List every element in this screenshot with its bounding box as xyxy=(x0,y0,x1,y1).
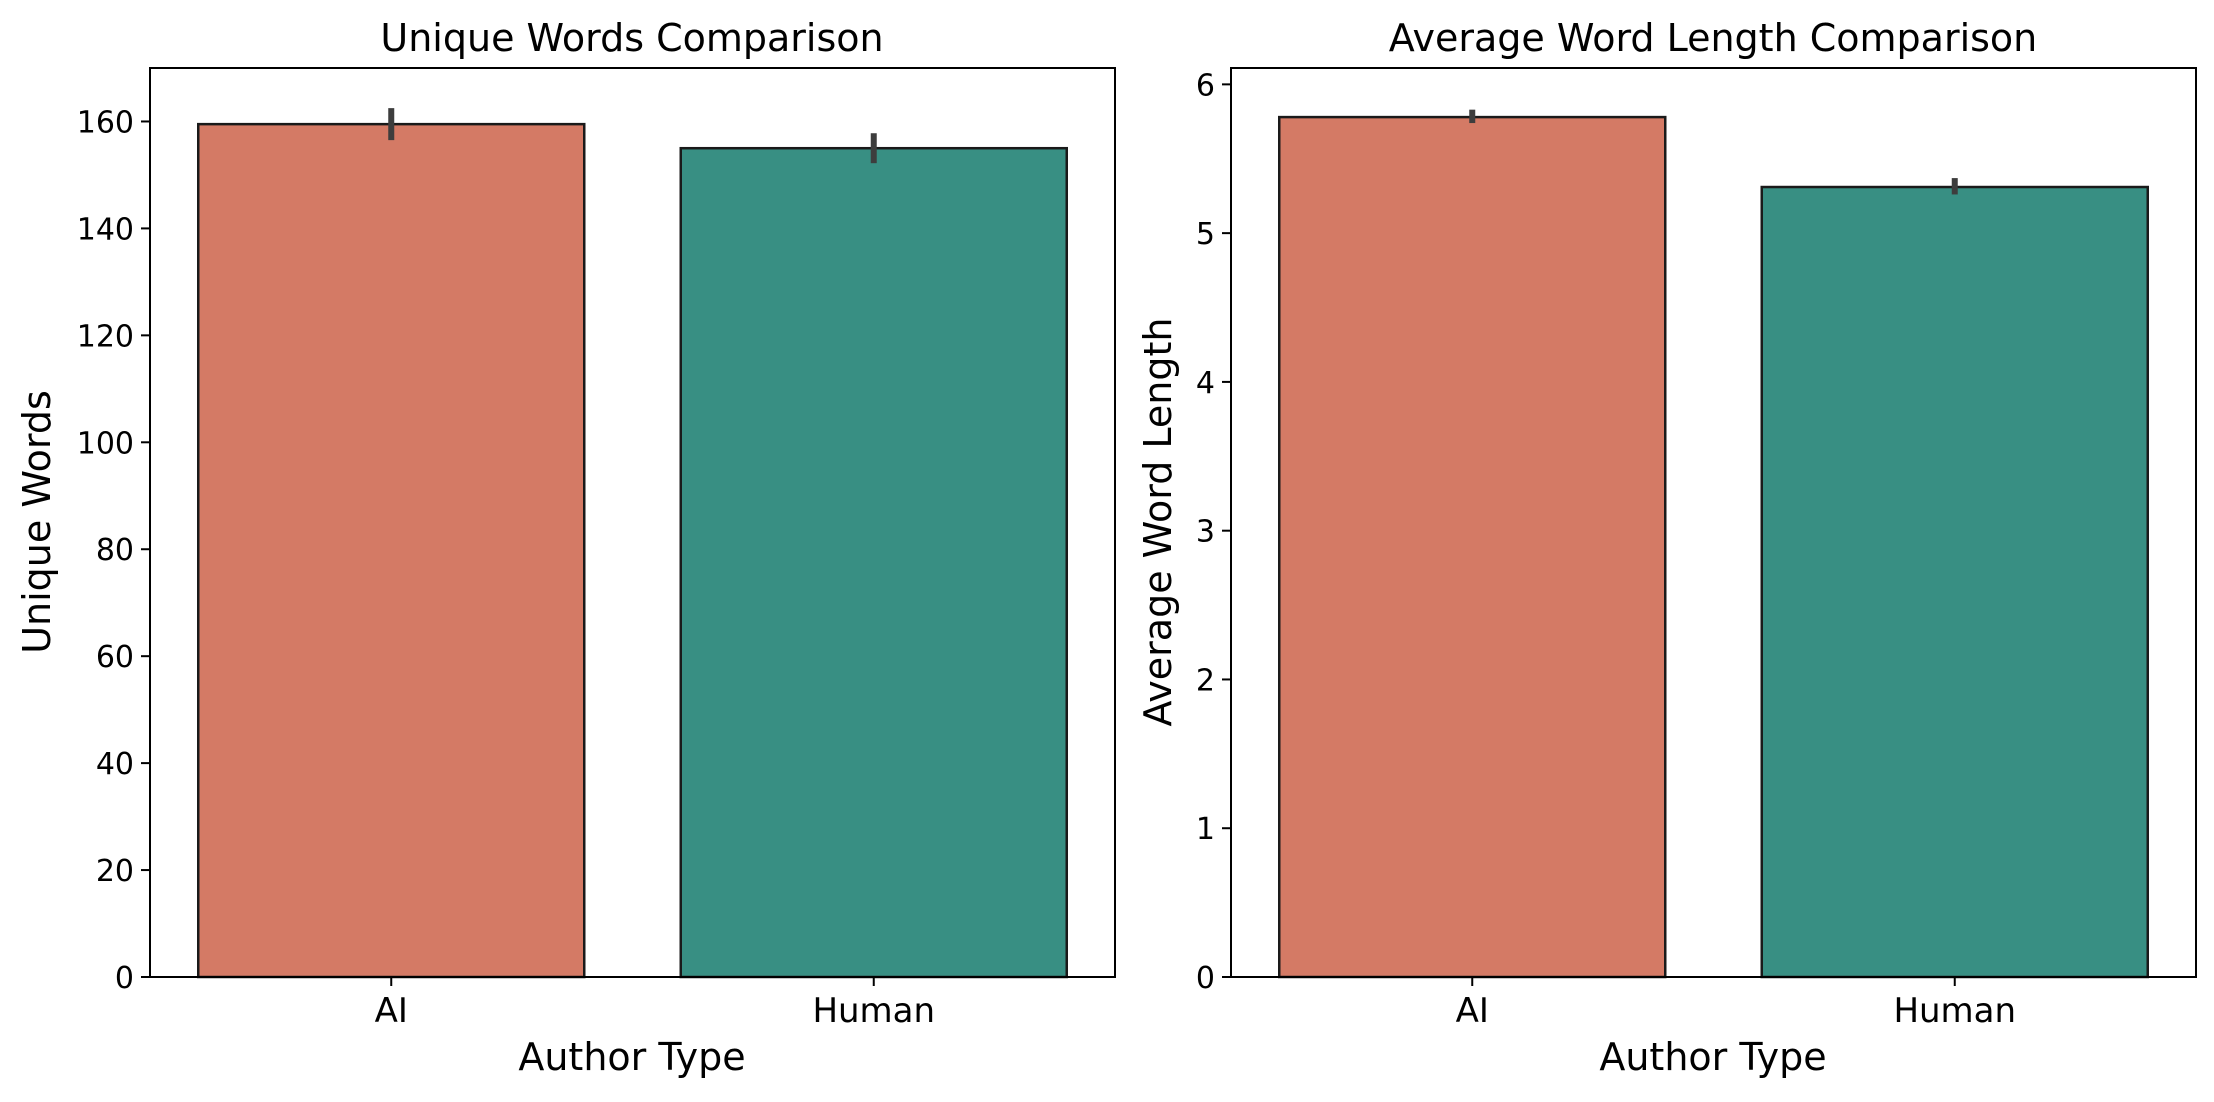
y-tick-label: 160 xyxy=(77,105,134,140)
chart-title: Unique Words Comparison xyxy=(380,16,883,60)
y-tick-label: 60 xyxy=(96,640,134,675)
y-tick-label: 140 xyxy=(77,212,134,247)
y-tick-label: 1 xyxy=(1196,812,1215,847)
plot-area: 0 1 2 3 4 5 6 AI Human xyxy=(1196,67,2197,1031)
y-tick-label: 4 xyxy=(1196,366,1215,401)
x-tick-label: Human xyxy=(1893,991,2016,1031)
y-tick-label: 20 xyxy=(96,854,134,889)
y-tick-label: 100 xyxy=(77,426,134,461)
bar xyxy=(197,122,586,979)
y-axis-label: Average Word Length xyxy=(1136,318,1180,727)
x-tick-label: Human xyxy=(812,991,935,1031)
y-tick-label: 120 xyxy=(77,319,134,354)
y-tick-label: 3 xyxy=(1196,515,1215,550)
x-axis-label: Author Type xyxy=(518,1035,745,1079)
y-tick-label: 40 xyxy=(96,747,134,782)
unique-words-chart: Unique Words Comparison Author Type Uniq… xyxy=(15,16,1116,1079)
axes-frame xyxy=(1230,67,2197,978)
y-tick-label: 5 xyxy=(1196,217,1215,252)
x-axis-label: Author Type xyxy=(1599,1035,1826,1079)
avg-word-length-chart: Average Word Length Comparison Author Ty… xyxy=(1136,16,2197,1079)
x-tick-label: AI xyxy=(375,991,408,1031)
plot-area: 0 20 40 60 80 100 120 140 160 AI Human xyxy=(77,67,1116,1031)
bar xyxy=(1760,185,2149,979)
y-tick-label: 2 xyxy=(1196,663,1215,698)
y-tick-label: 0 xyxy=(1196,961,1215,996)
bar xyxy=(679,146,1068,979)
chart-title: Average Word Length Comparison xyxy=(1389,16,2038,60)
y-axis-label: Unique Words xyxy=(15,390,59,654)
y-tick-label: 6 xyxy=(1196,68,1215,103)
y-tick-label: 80 xyxy=(96,533,134,568)
bar xyxy=(1278,115,1667,979)
x-tick-label: AI xyxy=(1456,991,1489,1031)
axes-frame xyxy=(149,67,1116,978)
y-tick-label: 0 xyxy=(115,961,134,996)
